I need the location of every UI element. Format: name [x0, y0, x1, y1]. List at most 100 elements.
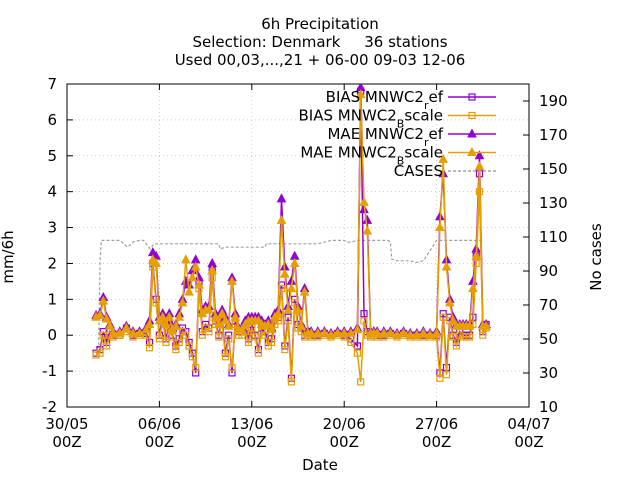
data-point-triangle [279, 268, 290, 278]
data-point-triangle [425, 329, 435, 339]
axes: -2 -1 0 1 2 3 4 5 6 7 10 30 50 70 90 110 130 150 170 190 30/… [42, 75, 568, 451]
data-point-triangle [207, 265, 218, 275]
data-point-square [162, 338, 170, 346]
data-point-triangle [431, 327, 442, 337]
data-point-triangle [362, 214, 373, 224]
data-point-triangle [266, 324, 277, 334]
data-point-triangle [276, 193, 287, 203]
y-tick-label: 4 [47, 183, 57, 201]
data-point-triangle [174, 311, 185, 321]
data-point-triangle [223, 320, 234, 330]
data-point-triangle [299, 286, 310, 296]
data-point-square [284, 317, 292, 325]
data-point-square [353, 342, 361, 350]
y-tick-label: 3 [47, 219, 57, 237]
data-point-square [360, 310, 368, 318]
data-point-square [175, 338, 183, 346]
data-point-triangle [296, 320, 307, 330]
data-point-triangle [108, 327, 119, 337]
data-point-triangle [372, 327, 383, 337]
data-point-square [251, 333, 259, 341]
data-point-triangle [306, 327, 317, 337]
data-point-square [244, 338, 253, 346]
x-tick-label: 06/06 [138, 415, 181, 433]
data-point-triangle [161, 318, 171, 328]
data-point-square [169, 333, 177, 341]
data-point-triangle [405, 329, 416, 339]
x-tick-label-time: 00Z [237, 433, 266, 451]
data-point-triangle [435, 221, 445, 232]
data-point-square [436, 374, 444, 382]
data-point-square [347, 338, 355, 346]
data-point-triangle [359, 196, 369, 206]
data-point-triangle [141, 324, 152, 334]
x-tick-label-time: 00Z [52, 433, 81, 451]
y-tick-label: -2 [42, 398, 57, 416]
data-point-triangle [286, 283, 297, 293]
data-point-triangle [467, 128, 477, 138]
x-tick-label: 04/07 [507, 415, 550, 433]
data-point-triangle [187, 272, 198, 282]
data-point-square [274, 317, 282, 325]
data-point-square [442, 371, 451, 379]
data-point-triangle [345, 327, 356, 337]
data-point-triangle [177, 297, 188, 307]
y2-tick-label: 10 [539, 398, 558, 416]
data-point-triangle [332, 327, 343, 337]
data-point-triangle [319, 327, 330, 337]
y2-tick-label: 70 [539, 296, 558, 314]
y-tick-label: 1 [47, 290, 57, 308]
x-tick-label: 27/06 [415, 415, 458, 433]
data-point-square [231, 320, 239, 329]
data-point-triangle [230, 311, 241, 321]
data-point-square [102, 342, 111, 350]
data-point-square [96, 349, 104, 357]
data-point-square [205, 328, 213, 336]
data-point-square [92, 351, 100, 359]
data-point-triangle [194, 279, 204, 289]
data-point-square [287, 378, 295, 386]
data-point-square [468, 93, 476, 101]
y2-tick-label: 30 [539, 364, 558, 382]
data-point-triangle [385, 327, 396, 337]
data-point-triangle [362, 225, 373, 235]
data-point-triangle [464, 320, 475, 330]
y-tick-label: 5 [47, 147, 57, 165]
data-point-triangle [134, 327, 145, 337]
data-point-square [254, 349, 262, 357]
data-point-triangle [273, 308, 284, 318]
data-point-triangle [180, 254, 191, 264]
data-point-triangle [121, 322, 132, 332]
y2-tick-label: 90 [539, 262, 558, 280]
legend-label: CASES [394, 162, 443, 180]
y-tick-label: -1 [42, 362, 57, 380]
data-point-triangle [441, 261, 452, 271]
data-point-square [188, 353, 196, 361]
data-point-triangle [171, 320, 181, 330]
data-point-triangle [164, 311, 175, 321]
data-point-triangle [144, 318, 155, 328]
y-tick-label: 7 [47, 75, 57, 93]
data-point-triangle [98, 295, 109, 305]
data-point-triangle [293, 304, 303, 314]
y2-tick-label: 110 [539, 228, 568, 246]
data-point-triangle [289, 257, 300, 267]
data-point-square [466, 333, 474, 341]
plot-frame [66, 83, 530, 408]
y2-tick-label: 190 [539, 92, 568, 110]
data-point-square [228, 369, 236, 377]
y2-tick-label: 130 [539, 194, 568, 212]
data-point-triangle [227, 275, 237, 285]
data-point-triangle [204, 304, 214, 314]
data-point-triangle [481, 320, 491, 330]
data-point-triangle [339, 327, 350, 337]
data-point-triangle [237, 324, 247, 334]
data-point-square [221, 353, 229, 361]
data-point-triangle [217, 308, 227, 318]
data-point-triangle [151, 257, 161, 267]
x-tick-label-time: 00Z [145, 433, 174, 451]
data-point-square [155, 335, 163, 343]
x-tick-label: 20/06 [323, 415, 366, 433]
grid [66, 83, 530, 408]
data-point-triangle [418, 327, 429, 337]
